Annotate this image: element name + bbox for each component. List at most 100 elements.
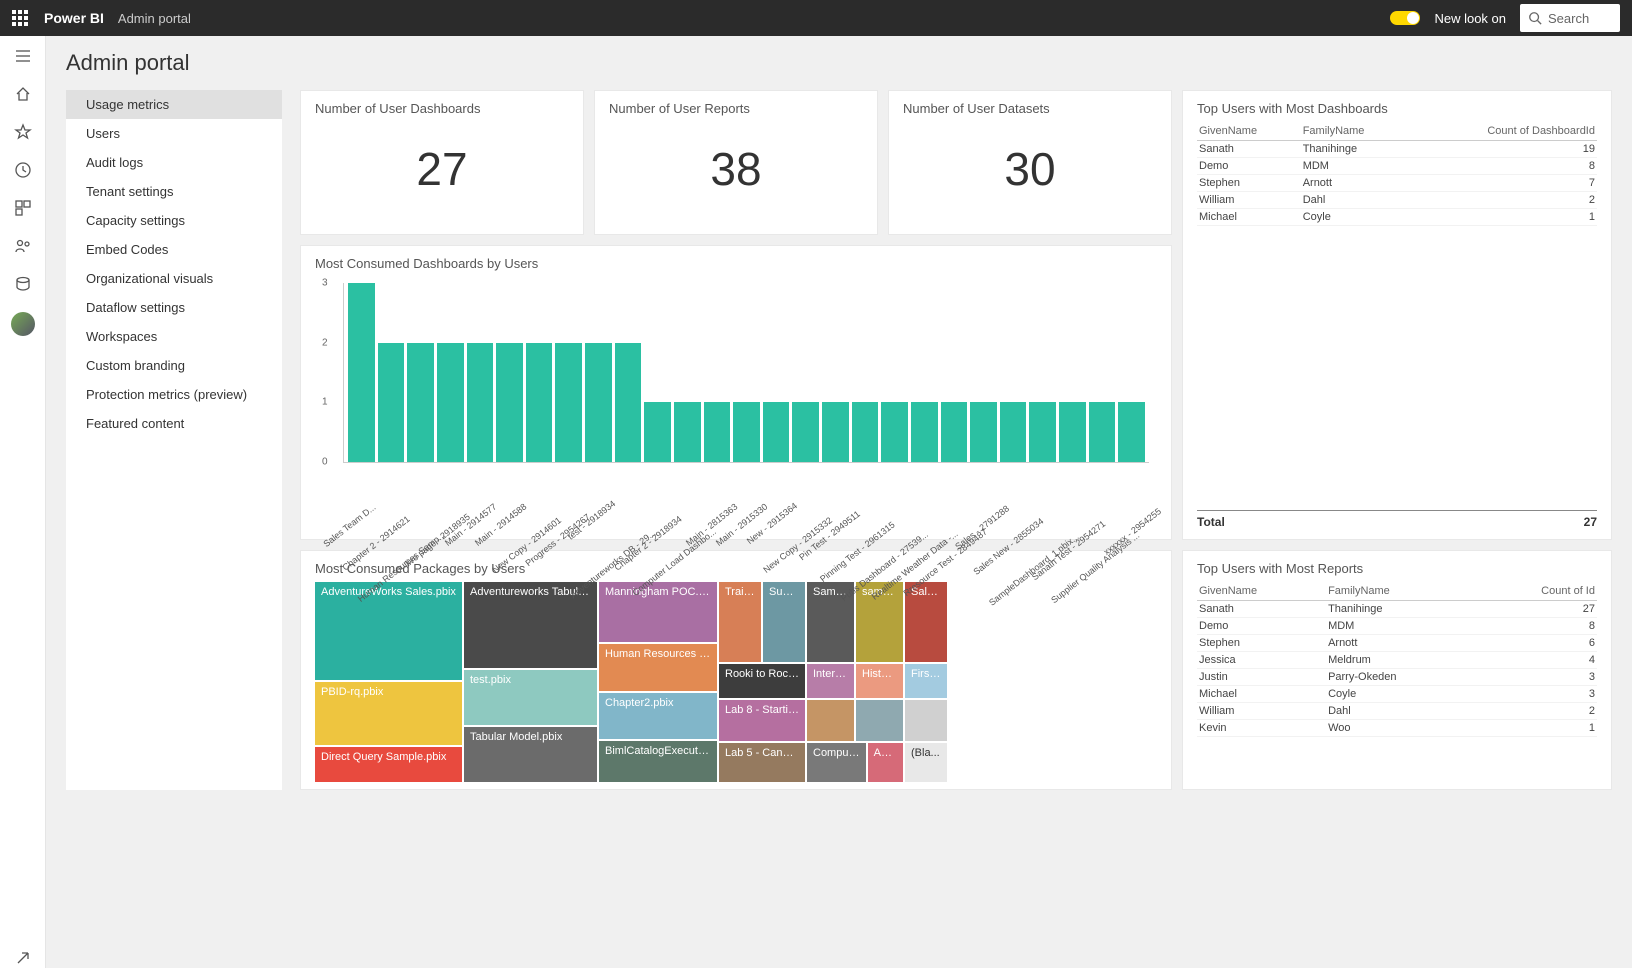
top-users-dashboards: Top Users with Most Dashboards GivenName… <box>1182 90 1612 540</box>
bar[interactable] <box>1118 402 1145 462</box>
home-icon[interactable] <box>13 84 33 104</box>
nav-item-usage-metrics[interactable]: Usage metrics <box>66 90 282 119</box>
card-title: Top Users with Most Dashboards <box>1197 101 1597 116</box>
card-title: Top Users with Most Reports <box>1197 561 1597 576</box>
bar[interactable] <box>763 402 790 462</box>
nav-item-dataflow-settings[interactable]: Dataflow settings <box>66 293 282 322</box>
kpi-title: Number of User Reports <box>609 101 863 116</box>
bar[interactable] <box>852 402 879 462</box>
clock-icon[interactable] <box>13 160 33 180</box>
hamburger-icon[interactable] <box>13 46 33 66</box>
nav-item-featured-content[interactable]: Featured content <box>66 409 282 438</box>
expand-icon[interactable] <box>13 948 33 968</box>
bar[interactable] <box>733 402 760 462</box>
bar[interactable] <box>644 402 671 462</box>
admin-nav: Usage metricsUsersAudit logsTenant setti… <box>66 90 282 790</box>
total-value: 27 <box>1584 515 1597 529</box>
nav-item-organizational-visuals[interactable]: Organizational visuals <box>66 264 282 293</box>
bar[interactable] <box>941 402 968 462</box>
bar[interactable] <box>674 402 701 462</box>
kpi-value: 27 <box>315 142 569 196</box>
admin-nav-list: Usage metricsUsersAudit logsTenant setti… <box>66 90 282 438</box>
bar[interactable] <box>1029 402 1056 462</box>
newlook-toggle[interactable] <box>1390 11 1420 25</box>
treemap-item[interactable]: (Bla... <box>905 743 947 782</box>
treemap-item[interactable]: BimlCatalogExecution... <box>599 741 717 782</box>
newlook-label: New look on <box>1434 11 1506 26</box>
bar[interactable] <box>407 343 434 462</box>
bar[interactable] <box>881 402 908 462</box>
nav-item-workspaces[interactable]: Workspaces <box>66 322 282 351</box>
treemap-item[interactable]: Suppli... <box>763 582 805 662</box>
apps-grid-icon[interactable] <box>13 198 33 218</box>
kpi-value: 38 <box>609 142 863 196</box>
bar[interactable] <box>615 343 642 462</box>
bar[interactable] <box>555 343 582 462</box>
treemap-item[interactable]: PBID-rq.pbix <box>315 682 462 745</box>
dashboard: Number of User Dashboards 27 Number of U… <box>300 90 1612 790</box>
kpi-title: Number of User Datasets <box>903 101 1157 116</box>
kpi-dashboards: Number of User Dashboards 27 <box>300 90 584 235</box>
search-placeholder: Search <box>1548 11 1589 26</box>
treemap-item[interactable]: App ... <box>868 743 903 782</box>
treemap-card: Most Consumed Packages by Users Adventur… <box>300 550 1172 790</box>
treemap-item[interactable]: Direct Query Sample.pbix <box>315 747 462 782</box>
treemap-item[interactable]: Human Resources Sa... <box>599 644 717 691</box>
bar-chart: 0123 <box>343 283 1149 463</box>
treemap-item[interactable]: Lab 8 - Starting... <box>719 700 805 741</box>
people-icon[interactable] <box>13 236 33 256</box>
kpi-value: 30 <box>903 142 1157 196</box>
nav-item-custom-branding[interactable]: Custom branding <box>66 351 282 380</box>
bar[interactable] <box>704 402 731 462</box>
bar[interactable] <box>585 343 612 462</box>
bar[interactable] <box>911 402 938 462</box>
star-icon[interactable] <box>13 122 33 142</box>
avatar[interactable] <box>11 312 35 336</box>
treemap-item[interactable]: test.pbix <box>464 670 597 725</box>
bar[interactable] <box>1000 402 1027 462</box>
bar[interactable] <box>348 283 375 462</box>
top-users-reports: Top Users with Most Reports GivenNameFam… <box>1182 550 1612 790</box>
treemap-item[interactable]: Manningham POC.pbix <box>599 582 717 642</box>
search-icon <box>1528 11 1542 25</box>
bar[interactable] <box>467 343 494 462</box>
treemap-item[interactable]: History... <box>856 664 903 699</box>
bar-chart-card: Most Consumed Dashboards by Users 0123 S… <box>300 245 1172 540</box>
treemap-item[interactable]: AdventureWorks Sales.pbix <box>315 582 462 680</box>
bar[interactable] <box>378 343 405 462</box>
bar[interactable] <box>792 402 819 462</box>
nav-item-protection-metrics-preview-[interactable]: Protection metrics (preview) <box>66 380 282 409</box>
nav-item-embed-codes[interactable]: Embed Codes <box>66 235 282 264</box>
treemap-item[interactable]: Chapter2.pbix <box>599 693 717 740</box>
bar[interactable] <box>1089 402 1116 462</box>
top-reports-table: GivenNameFamilyNameCount of IdSanathThan… <box>1197 582 1597 737</box>
kpi-datasets: Number of User Datasets 30 <box>888 90 1172 235</box>
treemap-item[interactable]: Trainin... <box>719 582 761 662</box>
bar[interactable] <box>822 402 849 462</box>
treemap-item[interactable]: Tabular Model.pbix <box>464 727 597 782</box>
data-icon[interactable] <box>13 274 33 294</box>
treemap-item[interactable] <box>856 700 903 741</box>
search-input[interactable]: Search <box>1520 4 1620 32</box>
nav-item-capacity-settings[interactable]: Capacity settings <box>66 206 282 235</box>
treemap-item[interactable] <box>807 700 854 741</box>
top-users-table: GivenNameFamilyNameCount of DashboardIdS… <box>1197 122 1597 226</box>
total-label: Total <box>1197 515 1225 529</box>
nav-item-audit-logs[interactable]: Audit logs <box>66 148 282 177</box>
kpi-title: Number of User Dashboards <box>315 101 569 116</box>
nav-item-users[interactable]: Users <box>66 119 282 148</box>
treemap-item[interactable]: Computer Re... <box>807 743 866 782</box>
bar[interactable] <box>437 343 464 462</box>
treemap-item[interactable]: First App <box>905 664 947 699</box>
bar[interactable] <box>496 343 523 462</box>
treemap-item[interactable] <box>905 700 947 741</box>
apps-icon[interactable] <box>12 10 28 26</box>
treemap-item[interactable]: Intern... <box>807 664 854 699</box>
nav-item-tenant-settings[interactable]: Tenant settings <box>66 177 282 206</box>
brand: Power BI <box>44 10 104 26</box>
treemap-item[interactable]: Lab 5 - Canada... <box>719 743 805 782</box>
bar[interactable] <box>526 343 553 462</box>
treemap-item[interactable]: Rooki to Rock S... <box>719 664 805 699</box>
bar[interactable] <box>1059 402 1086 462</box>
bar[interactable] <box>970 402 997 462</box>
